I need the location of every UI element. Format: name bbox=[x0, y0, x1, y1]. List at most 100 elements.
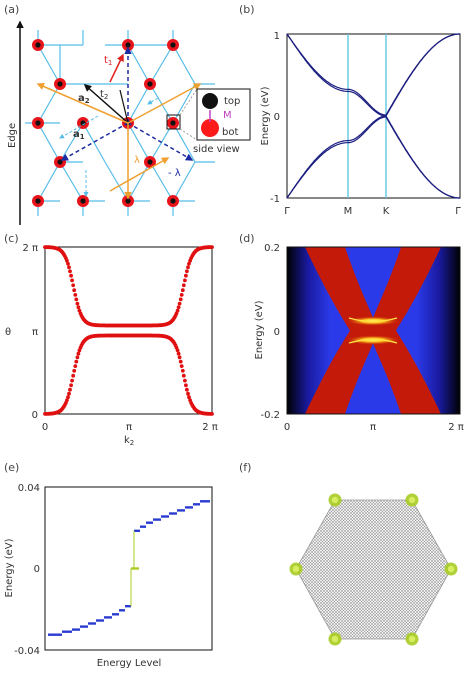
wcc-point bbox=[179, 364, 184, 368]
c-ylabel: θ bbox=[5, 327, 11, 338]
wcc-point bbox=[187, 395, 191, 400]
zoom-line-bottom bbox=[179, 128, 198, 141]
lattice-bond bbox=[37, 44, 61, 85]
wcc-point bbox=[183, 378, 187, 383]
corner-state-core bbox=[331, 496, 339, 504]
spectral-heatmap bbox=[305, 247, 441, 414]
t1-vector bbox=[109, 53, 124, 83]
wcc-point bbox=[175, 308, 180, 313]
corner-state-core bbox=[408, 496, 416, 504]
edge-label: Edge bbox=[7, 123, 18, 148]
panel-f: (f) bbox=[239, 461, 458, 646]
gap-region-top bbox=[345, 247, 401, 318]
wcc-point bbox=[210, 245, 214, 250]
wcc-point bbox=[75, 301, 80, 306]
wcc-point bbox=[67, 391, 71, 396]
wcc-point bbox=[185, 387, 189, 392]
lambda-vector-ul bbox=[36, 82, 129, 124]
panel-a-label: (a) bbox=[4, 3, 19, 16]
zoom-line-top bbox=[179, 88, 198, 116]
d-xtick-2pi: 2 π bbox=[448, 422, 464, 433]
lattice-bond bbox=[37, 122, 61, 163]
lattice-site-core bbox=[170, 120, 176, 126]
c-xtick-0: 0 bbox=[42, 422, 48, 433]
lattice-site-core bbox=[170, 198, 176, 204]
lambda-helper bbox=[147, 97, 159, 105]
c-ytick-2pi: 2 π bbox=[22, 243, 38, 254]
nnn-vector-right bbox=[127, 122, 194, 161]
lattice-bond bbox=[37, 161, 61, 202]
lattice-bond bbox=[82, 122, 106, 163]
wcc-point bbox=[210, 412, 214, 416]
wcc-point bbox=[69, 383, 73, 388]
wcc-point bbox=[186, 391, 190, 396]
wcc-point bbox=[68, 269, 72, 274]
wcc-point bbox=[177, 355, 182, 360]
b-xtick-gamma-left: Γ bbox=[284, 206, 290, 217]
wcc-point bbox=[68, 387, 72, 392]
wcc-point bbox=[178, 359, 183, 364]
lattice-bond bbox=[104, 161, 129, 202]
wcc-point bbox=[67, 265, 71, 270]
edge-state-upper-line bbox=[348, 317, 398, 323]
panel-e: (e) 0.04 0 -0.04 Energy (eV) Energy Leve… bbox=[4, 461, 213, 669]
side-view-label: side view bbox=[193, 144, 240, 155]
bot-label: bot bbox=[222, 127, 238, 138]
t2-label: t2 bbox=[100, 89, 108, 101]
wcc-point bbox=[72, 368, 77, 373]
panel-f-label: (f) bbox=[239, 461, 251, 474]
wcc-point bbox=[176, 351, 181, 356]
a1-label: a1 bbox=[73, 129, 85, 141]
lattice-bond bbox=[59, 161, 84, 202]
b-xtick-gamma-right: Γ bbox=[455, 206, 461, 217]
b-ytick-neg1: -1 bbox=[270, 194, 280, 205]
lattice-bond bbox=[127, 44, 151, 85]
lattice-bond bbox=[127, 122, 151, 163]
band-curves bbox=[286, 33, 460, 199]
panel-c: (c) 2 π π 0 0 π 2 π θ k2 bbox=[4, 232, 218, 447]
wcc-point bbox=[74, 359, 79, 364]
lattice-site-core bbox=[57, 159, 63, 165]
axes-frame-d bbox=[286, 246, 461, 415]
d-ytick-neg02: -0.2 bbox=[260, 410, 280, 421]
lattice-site-core bbox=[35, 198, 41, 204]
e-ylabel: Energy (eV) bbox=[4, 538, 15, 597]
lattice-site-core bbox=[80, 198, 86, 204]
a2-vector bbox=[83, 84, 129, 124]
corner-state-core bbox=[447, 565, 455, 573]
t1-label: t1 bbox=[104, 55, 112, 67]
d-xtick-pi: π bbox=[370, 422, 376, 433]
e-ytick-neg004: -0.04 bbox=[14, 646, 40, 657]
lattice-site-core bbox=[147, 81, 153, 87]
panel-b: (b) 1 0 -1 Γ M K Γ Energy (eV) bbox=[239, 3, 461, 217]
t2-vector bbox=[119, 89, 129, 124]
wcc-point bbox=[186, 265, 190, 270]
d-ytick-0: 0 bbox=[274, 327, 280, 338]
wcc-point bbox=[71, 283, 76, 288]
b-ylabel: Energy (eV) bbox=[260, 86, 271, 145]
c-ytick-0: 0 bbox=[32, 410, 38, 421]
neg-lambda-label: - λ bbox=[168, 168, 181, 179]
axes-frame-e bbox=[44, 486, 213, 651]
panel-a: (a) Edge t1 t2 a2 a1 λ - λ bbox=[4, 3, 251, 225]
lambda-vector-ur bbox=[127, 83, 202, 124]
mass-label: M bbox=[223, 110, 232, 121]
wcc-point bbox=[73, 364, 78, 368]
lattice-bond bbox=[149, 161, 174, 202]
wannier-center-points bbox=[43, 245, 214, 416]
e-xlabel: Energy Level bbox=[97, 658, 162, 669]
wcc-point bbox=[179, 293, 184, 297]
lattice-site-core bbox=[125, 42, 131, 48]
lattice-bond bbox=[149, 83, 174, 124]
bottom-site-dot bbox=[201, 119, 219, 137]
wcc-point bbox=[66, 261, 70, 266]
wcc-point bbox=[180, 288, 185, 293]
panel-b-label: (b) bbox=[239, 3, 255, 16]
lattice-site-core bbox=[170, 42, 176, 48]
a1-helper bbox=[59, 115, 99, 139]
d-xtick-0: 0 bbox=[284, 422, 290, 433]
bulk-continuum bbox=[305, 247, 441, 414]
c-xtick-pi: π bbox=[126, 422, 132, 433]
lower-band-line bbox=[286, 116, 460, 199]
